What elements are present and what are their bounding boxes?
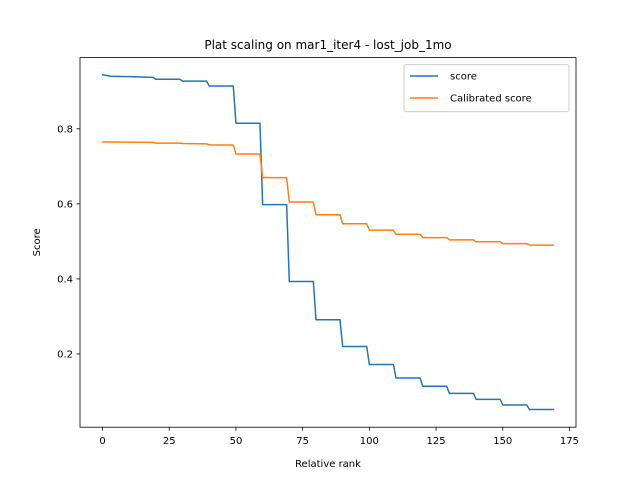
x-tick-label: 175 — [560, 436, 579, 447]
plot-frame — [79, 57, 577, 428]
x-tick-label: 75 — [296, 436, 309, 447]
legend-label-score: score — [450, 72, 477, 83]
x-axis: 0 25 50 75 100 125 150 175 — [99, 427, 579, 447]
legend-label-calibrated-score: Calibrated score — [450, 94, 532, 105]
x-tick-label: 100 — [360, 436, 379, 447]
series-line-score — [101, 73, 555, 411]
x-tick-label: 0 — [99, 436, 105, 447]
series-line-calibrated-score — [101, 141, 555, 246]
plot-area — [101, 73, 555, 411]
y-axis: 0.2 0.4 0.6 0.8 — [57, 124, 80, 361]
y-tick-label: 0.8 — [57, 124, 73, 135]
x-tick-label: 50 — [230, 436, 243, 447]
x-tick-label: 150 — [493, 436, 512, 447]
y-tick-label: 0.2 — [57, 350, 73, 361]
y-tick-label: 0.4 — [57, 275, 73, 286]
x-axis-label: Relative rank — [295, 459, 361, 470]
legend-box — [403, 64, 570, 113]
x-tick-label: 25 — [163, 436, 176, 447]
y-tick-label: 0.6 — [57, 199, 73, 210]
chart-title: Plat scaling on mar1_iter4 - lost_job_1m… — [204, 38, 451, 52]
legend: score Calibrated score — [403, 64, 570, 113]
x-tick-label: 125 — [427, 436, 446, 447]
y-axis-label: Score — [32, 228, 43, 256]
